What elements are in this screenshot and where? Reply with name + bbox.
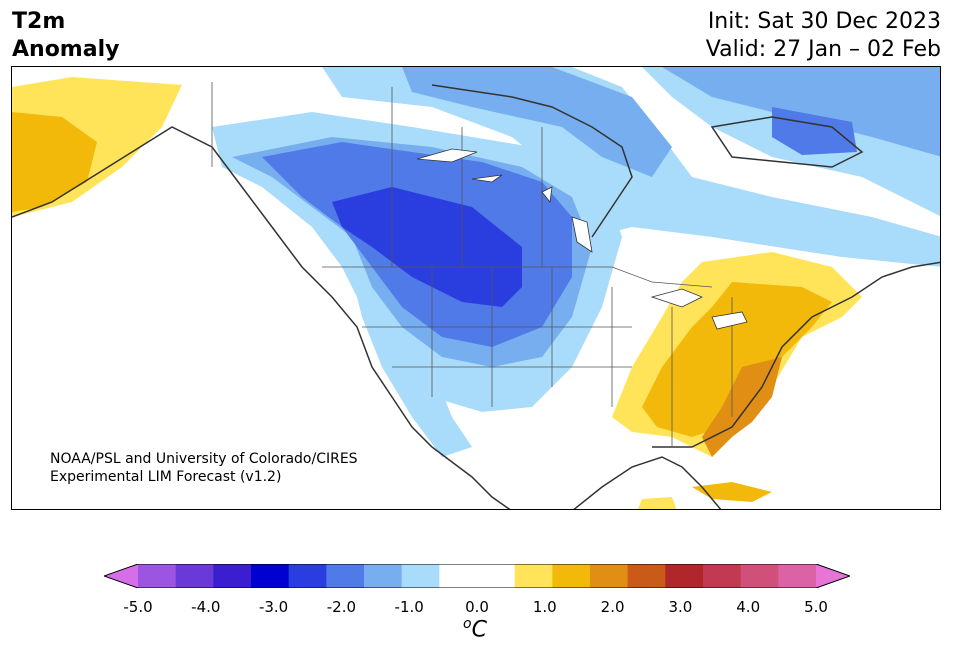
colorbar-segment bbox=[477, 564, 516, 588]
credit-line-2: Experimental LIM Forecast (v1.2) bbox=[50, 469, 282, 485]
colorbar-segment bbox=[364, 564, 403, 588]
colorbar-segment bbox=[590, 564, 629, 588]
colorbar-tick-label: 5.0 bbox=[804, 598, 828, 616]
unit-base: C bbox=[471, 617, 487, 643]
lakes bbox=[416, 148, 748, 330]
title-line-2: Anomaly bbox=[12, 37, 120, 62]
map-svg bbox=[12, 67, 940, 509]
unit-label: oC bbox=[463, 616, 487, 642]
colorbar-segment bbox=[627, 564, 666, 588]
colorbar-segment bbox=[251, 564, 290, 588]
colorbar-segment bbox=[740, 564, 779, 588]
colorbar-segment bbox=[175, 564, 214, 588]
colorbar-segment bbox=[213, 564, 252, 588]
colorbar-segment bbox=[703, 564, 742, 588]
colorbar-tick-label: 3.0 bbox=[668, 598, 693, 616]
colorbar-segment bbox=[326, 564, 365, 588]
valid-range: Valid: 27 Jan – 02 Feb bbox=[705, 37, 941, 62]
boundaries bbox=[211, 82, 733, 447]
map-title: T2m Anomaly bbox=[12, 8, 119, 64]
colorbar-tick-label: -4.0 bbox=[191, 598, 221, 616]
colorbar-tick-label: 1.0 bbox=[532, 598, 557, 616]
colorbar-segment bbox=[552, 564, 591, 588]
colorbar-segment bbox=[138, 564, 177, 588]
coastlines bbox=[12, 84, 940, 509]
credit-text: NOAA/PSL and University of Colorado/CIRE… bbox=[50, 450, 358, 486]
anomaly-map: NOAA/PSL and University of Colorado/CIRE… bbox=[11, 66, 941, 510]
unit-degree: o bbox=[463, 616, 472, 632]
central-cold-region bbox=[212, 112, 622, 412]
colorbar-segment bbox=[514, 564, 553, 588]
colorbar-extend-low bbox=[104, 564, 138, 588]
colorbar-extend-high bbox=[816, 564, 850, 588]
colorbar-segment bbox=[665, 564, 704, 588]
colorbar-ticks: -5.0 -4.0 -3.0 -2.0 -1.0 0.0 1.0 2.0 3.0 4.0 5.0 bbox=[0, 598, 953, 618]
colorbar-segment bbox=[778, 564, 817, 588]
colorbar bbox=[104, 564, 850, 588]
forecast-dates: Init: Sat 30 Dec 2023 Valid: 27 Jan – 02… bbox=[706, 8, 941, 64]
colorbar-segment bbox=[439, 564, 478, 588]
credit-line-1: NOAA/PSL and University of Colorado/CIRE… bbox=[50, 451, 358, 467]
colorbar-tick-label: -2.0 bbox=[326, 598, 357, 616]
colorbar-segment bbox=[288, 564, 327, 588]
canada-cold-region bbox=[322, 67, 940, 267]
colorbar-tick-label: -5.0 bbox=[123, 598, 153, 616]
title-line-1: T2m bbox=[12, 9, 66, 34]
colorbar-tick-label: 2.0 bbox=[600, 598, 625, 616]
init-date: Init: Sat 30 Dec 2023 bbox=[707, 9, 941, 34]
colorbar-tick-label: 4.0 bbox=[736, 598, 761, 616]
eastern-us-warm-region bbox=[612, 252, 862, 457]
colorbar-tick-label: 0.0 bbox=[465, 598, 489, 616]
colorbar-segment bbox=[401, 564, 440, 588]
alaska-warm-region bbox=[12, 77, 182, 217]
caribbean-warm-region bbox=[637, 482, 772, 509]
colorbar-tick-label: -3.0 bbox=[258, 598, 289, 616]
colorbar-tick-label: -1.0 bbox=[394, 598, 424, 616]
